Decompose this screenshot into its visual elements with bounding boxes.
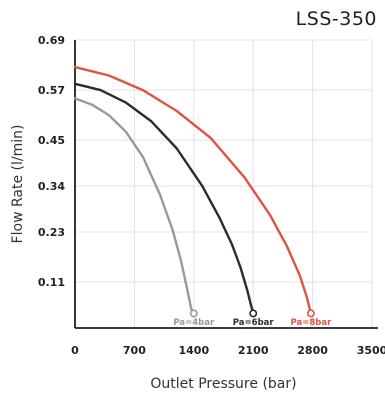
series-end-point-2: [249, 309, 258, 318]
y-axis-label: Flow Rate (l/min): [10, 125, 26, 244]
series-end-label-1: Pa=4bar: [173, 318, 215, 328]
y-tick-label: 0.57: [38, 84, 65, 97]
series-end-point-3: [306, 309, 315, 318]
x-tick-label: 0: [71, 344, 79, 357]
x-tick-label: 2100: [238, 344, 269, 357]
series-line-1: [73, 97, 195, 315]
y-tick-label: 0.69: [38, 34, 65, 47]
y-tick-label: 0.45: [38, 134, 65, 147]
grid: [75, 39, 373, 328]
series-end-label-2: Pa=6bar: [233, 318, 275, 328]
series-line-2: [73, 82, 255, 315]
x-tick-label: 2800: [297, 344, 328, 357]
y-tick-label: 0.11: [38, 276, 65, 289]
x-tick-label: 3500: [357, 344, 385, 357]
axes: [74, 40, 378, 329]
tick-labels: 0 700 1400 2100 2800 3500 0.11 0.23 0.34 0.45 0.57…: [38, 34, 385, 357]
x-tick-label: 1400: [178, 344, 209, 357]
x-axis-label: Outlet Pressure (bar): [150, 376, 296, 392]
series-end-label-3: Pa=8bar: [291, 318, 333, 328]
y-tick-label: 0.34: [38, 180, 65, 193]
x-tick-label: 700: [123, 344, 146, 357]
chart-title: LSS-350: [295, 8, 377, 30]
series-line-3: [73, 65, 313, 315]
series-layer: Pa=4bar Pa=6bar Pa=8bar: [73, 65, 333, 328]
y-tick-label: 0.23: [38, 226, 65, 239]
series-end-point-1: [189, 309, 198, 318]
